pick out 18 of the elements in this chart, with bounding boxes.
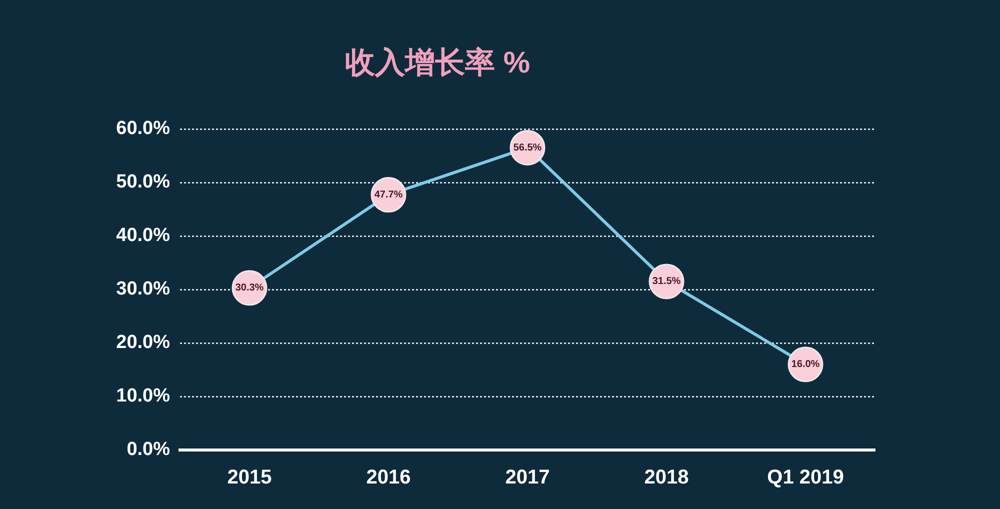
y-tick-label: 0.0%: [126, 439, 170, 460]
x-tick-label: 2015: [227, 466, 272, 489]
x-tick-label: 2016: [366, 466, 411, 489]
x-tick-label: Q1 2019: [767, 466, 844, 489]
y-tick-label: 10.0%: [116, 386, 170, 407]
data-label: 31.5%: [652, 276, 681, 288]
y-tick-label: 60.0%: [116, 118, 170, 140]
x-tick-label: 2017: [505, 466, 550, 489]
x-tick-label: 2018: [644, 466, 689, 489]
y-tick-label: 20.0%: [116, 332, 170, 354]
data-label: 16.0%: [791, 359, 820, 370]
y-tick-label: 40.0%: [116, 225, 170, 246]
data-label: 56.5%: [513, 142, 542, 154]
y-tick-label: 30.0%: [116, 278, 170, 300]
y-tick-label: 50.0%: [116, 172, 170, 193]
chart-title: 收入增长率 %: [344, 45, 530, 80]
data-label: 30.3%: [235, 282, 264, 294]
data-label: 47.7%: [374, 190, 403, 201]
